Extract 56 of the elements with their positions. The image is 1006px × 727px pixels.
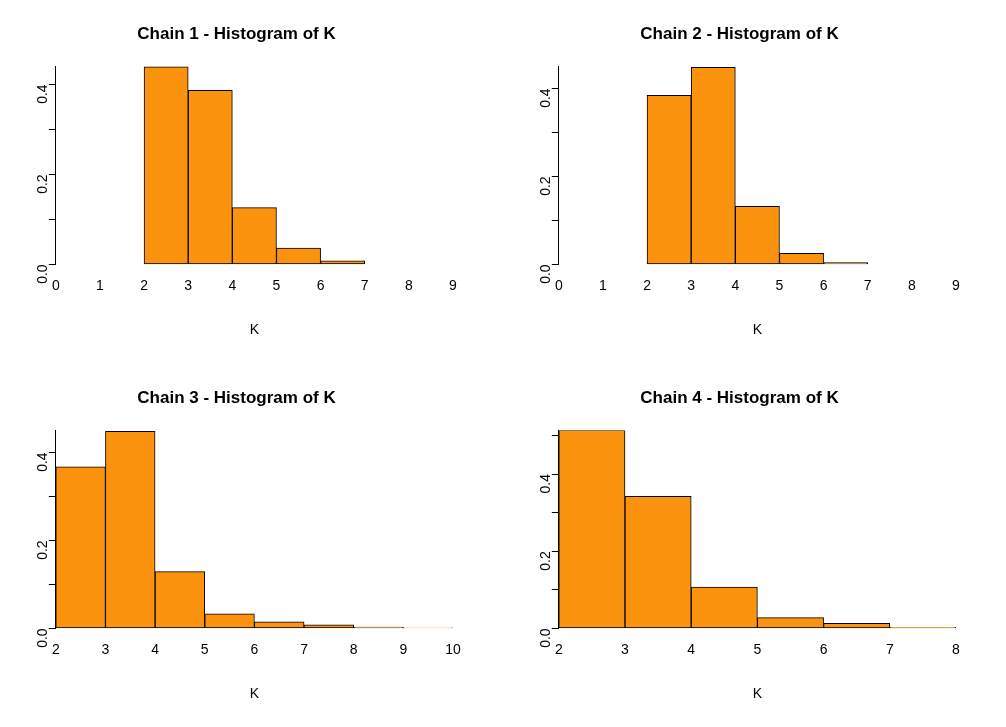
y-tick-label: 0.0 [33,264,50,284]
chart-title: Chain 3 - Histogram of K [137,387,337,407]
chart-title: Chain 2 - Histogram of K [640,23,840,43]
x-tick-label: 2 [554,640,563,657]
x-tick-label: 9 [952,276,961,293]
x-tick-label: 7 [863,276,872,293]
x-tick-label: 3 [184,276,193,293]
x-tick-label: 0 [554,276,563,293]
x-tick-label: 9 [399,640,408,657]
x-tick-label: 3 [101,640,110,657]
x-tick-label: 4 [228,276,237,293]
x-axis-title: K [249,321,260,338]
x-tick-label: 0 [51,276,60,293]
x-tick-label: 5 [753,640,762,657]
x-tick-label: 2 [51,640,60,657]
y-tick-label: 0.2 [33,540,50,560]
x-tick-label: 8 [907,276,916,293]
x-tick-label: 8 [952,640,961,657]
x-tick-label: 7 [885,640,894,657]
x-tick-label: 1 [599,276,608,293]
x-axis-title: K [249,685,260,702]
chart-title: Chain 1 - Histogram of K [137,23,337,43]
x-tick-label: 9 [449,276,458,293]
x-tick-label: 3 [687,276,696,293]
y-tick-label: 0.2 [33,174,50,194]
y-tick-label: 0.4 [536,473,553,494]
chart-title: Chain 4 - Histogram of K [640,387,840,407]
x-axis-title: K [752,321,763,338]
x-tick-label: 8 [349,640,358,657]
x-tick-label: 4 [687,640,696,657]
x-tick-label: 2 [140,276,149,293]
x-tick-label: 6 [316,276,325,293]
x-tick-label: 4 [151,640,160,657]
y-tick-label: 0.4 [536,88,553,108]
y-tick-label: 0.0 [536,628,553,648]
x-tick-label: 8 [404,276,413,293]
x-tick-label: 6 [819,276,828,293]
x-tick-label: 10 [445,640,461,657]
y-tick-label: 0.4 [33,452,50,472]
x-tick-label: 3 [621,640,630,657]
y-tick-label: 0.0 [33,628,50,648]
x-tick-label: 7 [300,640,309,657]
x-tick-label: 6 [250,640,259,657]
x-tick-label: 7 [360,276,369,293]
x-tick-label: 6 [819,640,828,657]
x-tick-label: 5 [200,640,209,657]
x-axis-title: K [752,685,763,702]
x-tick-label: 5 [272,276,281,293]
y-tick-label: 0.2 [536,176,553,196]
x-tick-label: 1 [96,276,105,293]
y-tick-label: 0.2 [536,551,553,571]
y-tick-label: 0.4 [33,84,50,104]
y-tick-label: 0.0 [536,264,553,284]
x-tick-label: 2 [643,276,652,293]
x-tick-label: 5 [775,276,784,293]
x-tick-label: 4 [731,276,740,293]
